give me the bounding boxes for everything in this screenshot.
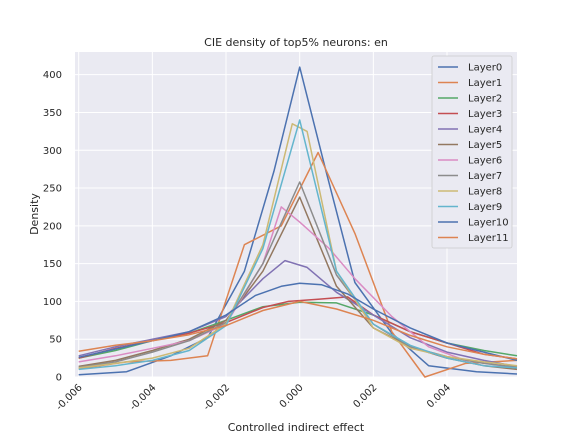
y-tick-labels: 0 50 100 150 200 250 300 350 400 — [43, 70, 62, 383]
legend-entry: Layer4 — [468, 125, 502, 136]
x-axis-label: Controlled indirect effect — [228, 421, 365, 432]
legend-entry: Layer2 — [468, 94, 502, 105]
y-tick-label: 50 — [49, 335, 62, 346]
y-tick-label: 350 — [43, 108, 62, 119]
legend-entry: Layer11 — [468, 233, 509, 244]
series-line-layer10 — [78, 282, 518, 362]
y-tick-label: 200 — [43, 221, 62, 232]
y-tick-label: 250 — [43, 184, 62, 195]
series-line-layer9 — [78, 119, 518, 371]
y-tick-label: 150 — [43, 259, 62, 270]
x-tick-label: -0.004 — [128, 382, 159, 413]
series-line-layer4 — [78, 259, 518, 368]
y-axis-label: Density — [28, 193, 41, 235]
legend: Layer0 Layer1 Layer2 Layer3 Layer4 Layer5 Laye… — [431, 55, 513, 249]
series-line-layer6 — [78, 206, 518, 369]
y-tick-label: 400 — [43, 70, 62, 81]
legend-entry: Layer3 — [468, 109, 502, 120]
legend-entry: Layer7 — [468, 171, 502, 182]
series-line-layer1 — [78, 151, 518, 378]
legend-entry: Layer9 — [468, 202, 502, 213]
legend-entry: Layer1 — [468, 78, 502, 89]
series-line-layer11 — [78, 300, 518, 360]
x-tick-labels: -0.006 -0.004 -0.002 0.000 0.002 0.004 — [54, 382, 453, 413]
legend-entry: Layer5 — [468, 140, 502, 151]
legend-entry: Layer8 — [468, 187, 502, 198]
legend-entry: Layer0 — [468, 63, 502, 74]
legend-entry: Layer6 — [468, 156, 502, 167]
x-tick-label: -0.006 — [54, 382, 85, 413]
x-tick-label: 0.004 — [425, 382, 453, 410]
y-tick-label: 300 — [43, 146, 62, 157]
chart-title: CIE density of top5% neurons: en — [204, 36, 388, 49]
series-lines — [78, 66, 518, 378]
x-tick-label: 0.002 — [351, 382, 379, 410]
legend-box — [431, 55, 513, 249]
legend-entry: Layer10 — [468, 218, 509, 229]
x-tick-label: 0.000 — [278, 382, 306, 410]
x-tick-label: -0.002 — [202, 382, 233, 413]
y-tick-label: 100 — [43, 297, 62, 308]
y-tick-label: 0 — [56, 373, 62, 384]
